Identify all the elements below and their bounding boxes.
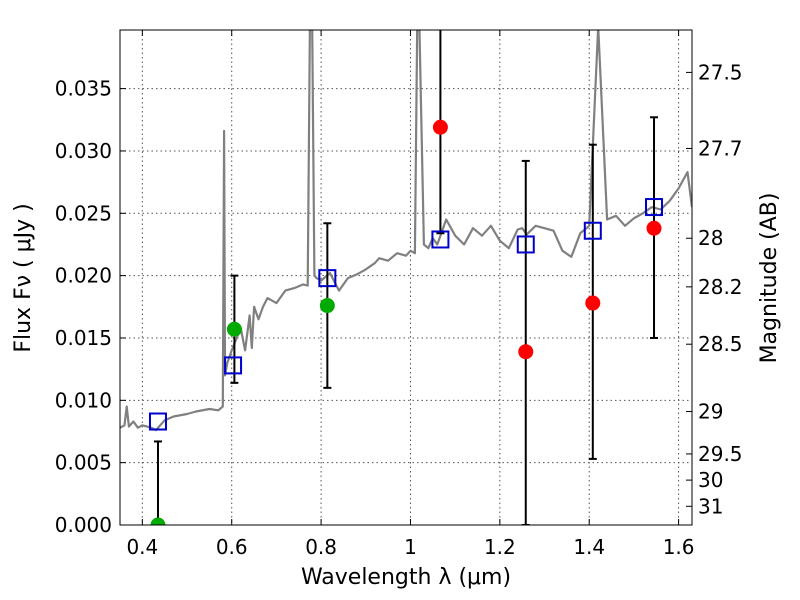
y-tick-label: 0.010 [55, 388, 112, 412]
x-tick-label: 1.6 [663, 535, 695, 559]
nir-point-marker [646, 220, 662, 236]
nir-point-marker [518, 344, 534, 360]
model-square-marker [148, 412, 167, 431]
right-tick-label: 29 [698, 400, 723, 424]
x-axis-title: Wavelength λ (μm) [301, 565, 511, 590]
nir-point-marker [432, 119, 448, 135]
x-tick-label: 1 [404, 535, 417, 559]
right-tick-label: 31 [698, 494, 723, 518]
plot-frame [119, 29, 693, 526]
model-square-marker [516, 235, 535, 254]
spectrum-layer [120, 30, 692, 432]
y-axis-left: 0.000 0.005 0.010 0.015 0.020 0.025 0.030 0.035 [55, 77, 126, 537]
y-tick-label: 0.020 [55, 264, 112, 288]
y-axis-title: Flux Fν ( μJy ) [11, 203, 36, 352]
y-tick-label: 0.030 [55, 139, 112, 163]
model-square-marker [645, 198, 664, 217]
model-square-marker [583, 221, 602, 240]
right-tick-label: 28.2 [698, 275, 743, 299]
spectrum-line [120, 30, 692, 432]
x-tick-label: 1.4 [573, 535, 605, 559]
right-tick-label: 28.5 [698, 332, 743, 356]
optical-point-marker [226, 321, 242, 337]
right-tick-label: 29.5 [698, 442, 743, 466]
grid-lines [120, 30, 692, 526]
y-tick-label: 0.015 [55, 326, 112, 350]
x-tick-label: 0.8 [305, 535, 337, 559]
right-axis-title: Magnitude (AB) [757, 193, 782, 364]
y-tick-label: 0.005 [55, 451, 112, 475]
right-tick-label: 28 [698, 226, 723, 250]
errorbar-layer [153, 30, 659, 525]
x-tick-label: 0.4 [126, 535, 158, 559]
right-tick-label: 27.5 [698, 60, 743, 84]
y-tick-label: 0.000 [55, 513, 112, 537]
x-tick-label: 1.2 [484, 535, 516, 559]
model-square-marker [431, 230, 450, 249]
optical-point-marker [150, 517, 166, 525]
y-tick-label: 0.025 [55, 201, 112, 225]
right-tick-label: 27.7 [698, 136, 743, 160]
y-tick-label: 0.035 [55, 77, 112, 101]
nir-point-marker [585, 295, 601, 311]
marker-layer [148, 119, 664, 525]
right-tick-label: 30 [698, 468, 723, 492]
optical-point-marker [319, 298, 335, 314]
x-tick-label: 0.6 [216, 535, 248, 559]
model-square-marker [318, 269, 337, 288]
model-square-marker [224, 356, 243, 375]
x-axis: 0.4 0.6 0.8 1 1.2 1.4 1.6 [126, 30, 695, 559]
